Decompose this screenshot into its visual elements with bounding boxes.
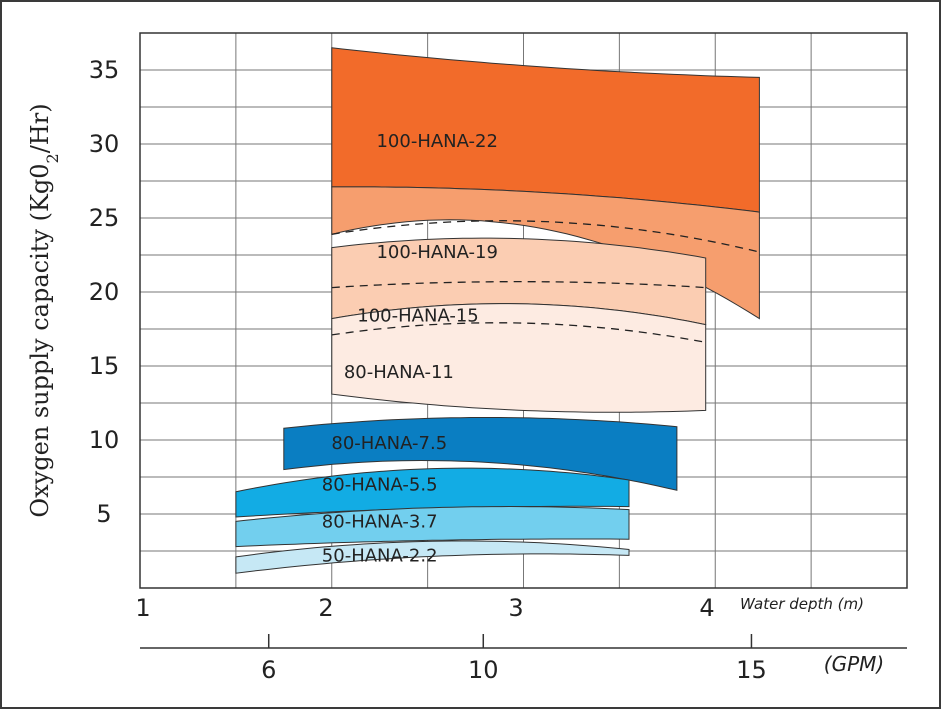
- y-tick-label: 30: [89, 130, 120, 158]
- band-label: 80-HANA-3.7: [322, 511, 438, 532]
- y-tick-label: 15: [89, 352, 120, 380]
- band-label: 100-HANA-15: [357, 306, 478, 327]
- y-tick-label: 20: [89, 278, 120, 306]
- band-80-hana-3-7: [235, 505, 630, 548]
- band-100-hana-19: [331, 186, 760, 320]
- x-gpm-tick-label: 10: [468, 656, 499, 684]
- band-80-hana-7-5: [283, 417, 678, 491]
- y-tick-label: 5: [96, 500, 111, 528]
- dashed-line: [331, 322, 706, 343]
- band-label: 80-HANA-5.5: [322, 474, 438, 495]
- x-gpm-tick-label: 6: [261, 656, 276, 684]
- band-50-hana-2-2: [235, 540, 630, 574]
- x-depth-tick-label: 2: [318, 594, 333, 622]
- plot-border: [139, 32, 908, 589]
- dashed-line: [331, 220, 760, 253]
- y-tick-label: 10: [89, 426, 120, 454]
- dashed-line: [331, 280, 706, 289]
- band-label: 80-HANA-7.5: [331, 433, 447, 454]
- x-depth-tick-label: 1: [135, 594, 150, 622]
- band-label: 80-HANA-11: [344, 362, 454, 383]
- band-label: 100-HANA-22: [376, 131, 497, 152]
- y-axis-label-tail: /Hr): [26, 103, 54, 153]
- x-gpm-tick-label: 15: [736, 656, 767, 684]
- y-tick-label: 25: [89, 204, 120, 232]
- x-depth-tick-label: 4: [699, 594, 714, 622]
- band-label: 100-HANA-19: [376, 242, 497, 263]
- x-gpm-axis-label: (GPM): [824, 652, 884, 676]
- x-depth-axis-label: Water depth (m): [740, 595, 864, 613]
- x-depth-tick-label: 3: [508, 594, 523, 622]
- band-80-hana-11: [331, 303, 707, 413]
- y-tick-label: 35: [89, 56, 120, 84]
- band-label: 50-HANA-2.2: [322, 545, 438, 566]
- y-axis-label-subscript: 2: [43, 153, 62, 163]
- y-axis-label: Oxygen supply capacity (Kg02/Hr): [26, 103, 62, 517]
